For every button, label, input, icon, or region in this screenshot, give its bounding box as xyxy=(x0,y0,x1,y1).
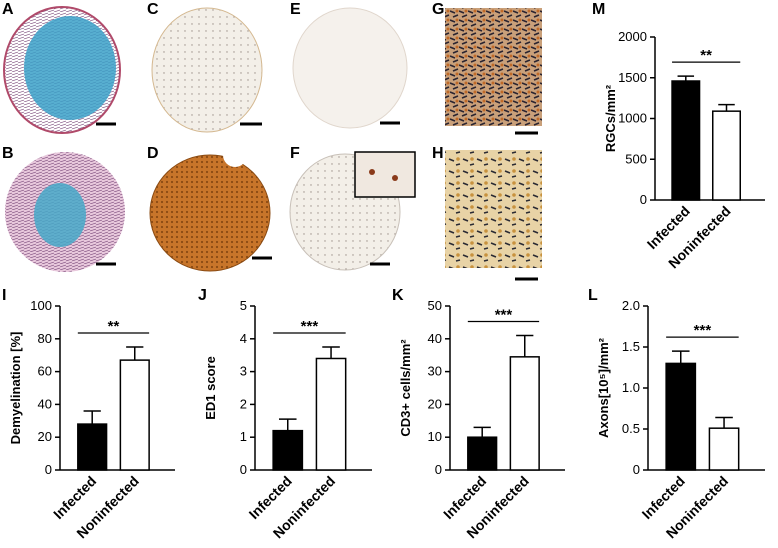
micrograph-c xyxy=(151,7,263,133)
y-tick-label: 0 xyxy=(633,462,640,477)
panel-label: M xyxy=(592,1,605,18)
y-tick-label: 30 xyxy=(428,364,442,379)
y-tick-label: 4 xyxy=(240,331,247,346)
y-tick-label: 20 xyxy=(428,396,442,411)
y-tick-label: 80 xyxy=(38,331,52,346)
chart: MRGCs/mm²0500100015002000InfectedNoninfe… xyxy=(592,1,765,271)
y-tick-label: 50 xyxy=(428,298,442,313)
micrograph-h xyxy=(445,150,542,268)
bar xyxy=(708,427,740,471)
y-tick-label: 1 xyxy=(240,429,247,444)
scale-bars xyxy=(96,121,538,281)
y-tick-label: 0 xyxy=(640,192,647,207)
y-axis-label: Axons[10⁵]/mm² xyxy=(596,337,611,438)
cell xyxy=(392,175,398,181)
bar xyxy=(315,357,347,471)
bar xyxy=(665,362,697,471)
y-tick-label: 2.0 xyxy=(622,298,640,313)
panel-label: L xyxy=(588,287,598,304)
panel-label: K xyxy=(392,287,404,304)
y-axis-label: CD3+ cells/mm² xyxy=(398,339,413,437)
y-tick-label: 20 xyxy=(38,429,52,444)
panel-label: E xyxy=(290,1,301,18)
panel-label: G xyxy=(432,1,444,18)
y-axis-label: Demyelination [%] xyxy=(8,332,23,445)
y-tick-label: 1000 xyxy=(618,111,647,126)
significance: *** xyxy=(495,307,513,324)
y-tick-label: 40 xyxy=(38,396,52,411)
notch xyxy=(223,143,247,167)
bar xyxy=(77,423,108,471)
panel-label: B xyxy=(2,145,14,162)
panel-label: J xyxy=(198,287,207,304)
significance: ** xyxy=(108,318,120,335)
bar xyxy=(671,80,701,201)
y-tick-label: 0.5 xyxy=(622,421,640,436)
bar xyxy=(509,356,540,471)
chart: LAxons[10⁵]/mm²00.51.01.52.0InfectedNoni… xyxy=(588,287,765,541)
y-axis-label: ED1 score xyxy=(203,356,218,420)
y-tick-label: 3 xyxy=(240,364,247,379)
significance: ** xyxy=(700,47,712,64)
y-tick-label: 0 xyxy=(240,462,247,477)
panel-label: I xyxy=(2,287,6,304)
stain xyxy=(24,16,116,120)
y-tick-label: 1500 xyxy=(618,70,647,85)
micrograph-g xyxy=(445,8,542,126)
significance: *** xyxy=(694,322,712,339)
y-tick-label: 500 xyxy=(625,151,647,166)
y-tick-label: 40 xyxy=(428,331,442,346)
micrograph-d xyxy=(149,154,271,272)
micrograph-e xyxy=(292,7,408,129)
y-tick-label: 0 xyxy=(435,462,442,477)
y-tick-label: 0 xyxy=(45,462,52,477)
significance: *** xyxy=(301,318,319,335)
y-tick-label: 1.5 xyxy=(622,339,640,354)
bar xyxy=(712,110,741,201)
panel-label: D xyxy=(147,145,159,162)
cell xyxy=(369,169,375,175)
y-tick-label: 1.0 xyxy=(622,380,640,395)
y-tick-label: 2 xyxy=(240,396,247,411)
panel-label: H xyxy=(432,145,444,162)
y-tick-label: 60 xyxy=(38,364,52,379)
stain xyxy=(34,183,86,247)
y-tick-label: 100 xyxy=(30,298,52,313)
panel-label: C xyxy=(147,1,159,18)
y-tick-label: 10 xyxy=(428,429,442,444)
panel-label: F xyxy=(290,145,300,162)
inset xyxy=(354,151,416,198)
y-tick-label: 2000 xyxy=(618,29,647,44)
y-tick-label: 5 xyxy=(240,298,247,313)
panel-label: A xyxy=(2,1,14,18)
y-axis-label: RGCs/mm² xyxy=(603,84,618,152)
bar xyxy=(272,429,304,471)
bar xyxy=(119,359,150,471)
micrographs xyxy=(3,6,542,281)
bar xyxy=(467,436,498,471)
